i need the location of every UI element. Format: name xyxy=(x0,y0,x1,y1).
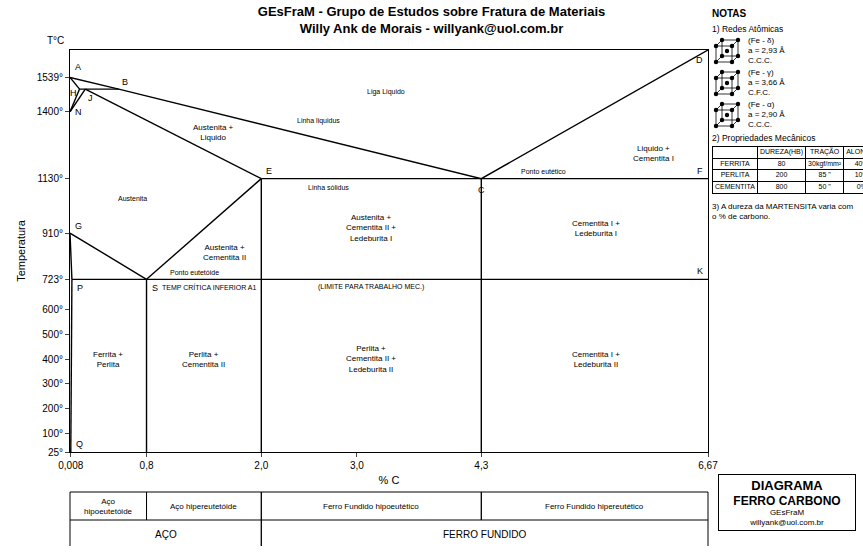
svg-text:S: S xyxy=(152,283,158,293)
html-text:(Fe - δ): (Fe - δ) xyxy=(748,36,775,46)
svg-text:Austenita +Cementita II: Austenita +Cementita II xyxy=(203,243,246,262)
svg-text:Açohipoeutetóide: Açohipoeutetóide xyxy=(84,497,133,516)
svg-text:C: C xyxy=(478,185,485,195)
html-text:willyank@uol.com.br: willyank@uol.com.br xyxy=(750,517,824,527)
svg-text:D: D xyxy=(696,55,703,65)
html-text:a = 2,93 Å: a = 2,93 Å xyxy=(748,46,785,56)
svg-text:K: K xyxy=(697,266,703,276)
svg-text:FERRO FUNDIDO: FERRO FUNDIDO xyxy=(443,529,527,540)
svg-text:Austenita: Austenita xyxy=(118,195,147,202)
svg-text:Cementita I +Ledeburita I: Cementita I +Ledeburita I xyxy=(572,219,620,238)
html-text:DIAGRAMA: DIAGRAMA xyxy=(751,478,823,493)
html-text:TRAÇÃO: TRAÇÃO xyxy=(810,147,840,155)
html-text:DUREZA(HB): DUREZA(HB) xyxy=(759,147,804,155)
svg-text:Ponto eutetóide: Ponto eutetóide xyxy=(170,269,219,276)
html-text:85 ": 85 " xyxy=(818,171,831,179)
svg-text:GEsFraM - Grupo de Estudos sob: GEsFraM - Grupo de Estudos sobre Fratura… xyxy=(258,4,605,36)
svg-text:% C: % C xyxy=(379,474,400,486)
svg-text:4,3: 4,3 xyxy=(474,460,488,471)
svg-text:Linha sólidus: Linha sólidus xyxy=(308,184,349,191)
html-text:FERRITA: FERRITA xyxy=(720,159,750,167)
svg-text:Austenita +Cementita II +Ledeb: Austenita +Cementita II +Ledeburita I xyxy=(346,213,396,243)
html-text:C.F.C.: C.F.C. xyxy=(748,88,771,98)
svg-text:Ferro Fundido hipoeutético: Ferro Fundido hipoeutético xyxy=(323,502,419,511)
html-text:(Fe - γ): (Fe - γ) xyxy=(748,68,774,78)
svg-text:Perlita +Cementita II +Ledebur: Perlita +Cementita II +Ledeburita II xyxy=(346,344,396,374)
svg-text:Liquido +Cementita I: Liquido +Cementita I xyxy=(633,144,674,163)
html-text:C.C.C.: C.C.C. xyxy=(748,56,772,66)
svg-text:AÇO: AÇO xyxy=(155,529,177,540)
html-text:30kgf/mm²: 30kgf/mm² xyxy=(808,159,842,167)
svg-text:Cementita I +Ledeburita II: Cementita I +Ledeburita II xyxy=(572,350,620,369)
html-text:50 ": 50 " xyxy=(818,183,831,190)
html-text:FERRO CARBONO: FERRO CARBONO xyxy=(733,493,841,508)
svg-text:A: A xyxy=(75,62,81,72)
svg-text:910°: 910° xyxy=(42,228,63,239)
svg-text:G: G xyxy=(75,221,82,231)
svg-text:200°: 200° xyxy=(42,403,63,414)
svg-text:Liga Liquido: Liga Liquido xyxy=(367,88,405,96)
html-text:200: 200 xyxy=(775,171,788,179)
html-text:(Fe - α): (Fe - α) xyxy=(748,100,775,110)
svg-text:N: N xyxy=(75,107,82,117)
svg-text:2,0: 2,0 xyxy=(254,460,268,471)
svg-text:H: H xyxy=(70,88,77,98)
svg-text:E: E xyxy=(266,166,272,176)
svg-text:Temperatura: Temperatura xyxy=(15,219,27,282)
svg-text:1539°: 1539° xyxy=(37,72,63,83)
html-text:a = 2,90 Å: a = 2,90 Å xyxy=(748,110,785,120)
svg-text:Perlita +Cementita II: Perlita +Cementita II xyxy=(182,350,225,369)
svg-text:Ferro Fundido hipereutético: Ferro Fundido hipereutético xyxy=(545,502,644,511)
svg-text:1130°: 1130° xyxy=(37,173,63,184)
html-text:a = 3,66 Å: a = 3,66 Å xyxy=(748,78,785,88)
html-text:GEsFraM: GEsFraM xyxy=(769,508,805,517)
svg-text:25°: 25° xyxy=(48,447,63,458)
svg-text:Austenita +Liquido: Austenita +Liquido xyxy=(193,123,234,142)
svg-text:0,008: 0,008 xyxy=(58,460,83,471)
html-text:800: 800 xyxy=(775,183,788,190)
html-text:3) A dureza da MARTENSITA vari: 3) A dureza da MARTENSITA varia com o % … xyxy=(712,201,854,221)
svg-text:400°: 400° xyxy=(42,354,63,365)
svg-text:Linha liquidus: Linha liquidus xyxy=(297,117,340,125)
svg-text:Ponto eutético: Ponto eutético xyxy=(521,168,566,175)
svg-text:723°: 723° xyxy=(42,274,63,285)
svg-text:6,67: 6,67 xyxy=(698,460,718,471)
svg-text:Q: Q xyxy=(76,439,83,449)
svg-text:(LIMITE PARA TRABALHO MEC.): (LIMITE PARA TRABALHO MEC.) xyxy=(318,283,424,291)
svg-text:TEMP CRÍTICA INFERIOR A1: TEMP CRÍTICA INFERIOR A1 xyxy=(162,283,256,291)
svg-text:0,8: 0,8 xyxy=(140,460,154,471)
svg-text:600°: 600° xyxy=(42,304,63,315)
html-text:CEMENTITA: CEMENTITA xyxy=(715,183,755,190)
svg-text:J: J xyxy=(88,93,93,103)
svg-text:Ferrita +Perlita: Ferrita +Perlita xyxy=(93,350,123,369)
html-text:C.C.C.: C.C.C. xyxy=(748,120,772,130)
svg-text:F: F xyxy=(697,166,703,176)
html-text:2) Propriedades Mecânicos: 2) Propriedades Mecânicos xyxy=(712,133,816,144)
html-text:NOTAS: NOTAS xyxy=(712,8,747,19)
svg-text:300°: 300° xyxy=(42,378,63,389)
svg-text:B: B xyxy=(122,77,128,87)
svg-text:500°: 500° xyxy=(42,329,63,340)
html-text:PERLITA: PERLITA xyxy=(720,171,750,179)
svg-text:1400°: 1400° xyxy=(37,106,63,117)
svg-text:P: P xyxy=(77,283,83,293)
svg-text:3,0: 3,0 xyxy=(350,460,364,471)
svg-text:T°C: T°C xyxy=(47,35,64,46)
html-text:1) Redes Atômicas: 1) Redes Atômicas xyxy=(712,23,784,34)
svg-text:100°: 100° xyxy=(42,428,63,439)
svg-text:Aço hipereutetóide: Aço hipereutetóide xyxy=(170,502,237,511)
html-text:80: 80 xyxy=(777,159,786,167)
